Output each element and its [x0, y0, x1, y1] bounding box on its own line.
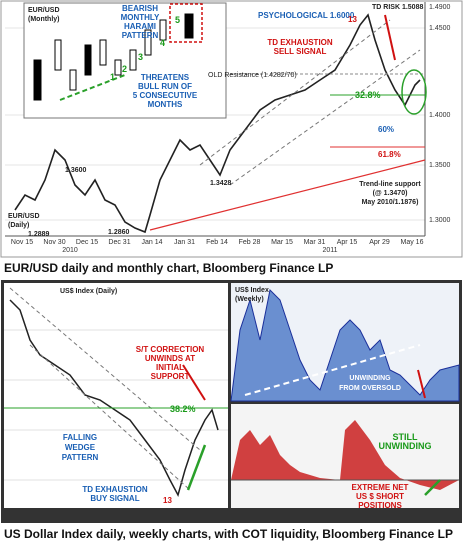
x-tick-label: Dec 15 [76, 239, 98, 246]
caption: EUR/USD daily and monthly chart, Bloombe… [4, 261, 333, 275]
label: 13 [348, 15, 357, 24]
x-tick-label: Jan 14 [141, 239, 162, 246]
count: 3 [138, 52, 143, 62]
arrow [424, 479, 441, 496]
x-tick-label: Mar 15 [271, 239, 293, 246]
arrow [182, 364, 206, 401]
price-path [9, 299, 219, 498]
year-label: 2011 [322, 247, 337, 254]
arrow [417, 369, 426, 399]
label: TD EXHAUSTION BUY SIGNAL [82, 485, 148, 503]
x-tick-label: Apr 15 [337, 239, 358, 246]
x-tick-label: Apr 29 [369, 239, 390, 246]
wedge [29, 344, 191, 491]
y-tick-label: 1.4000 [429, 112, 451, 119]
label: 1.3600 [65, 167, 87, 174]
label: EUR/USD (Daily) [8, 213, 40, 229]
price-path [14, 13, 421, 234]
label: TD EXHAUSTION SELL SIGNAL [267, 38, 333, 56]
x-tick-label: Jan 31 [174, 239, 195, 246]
count: 1 [110, 72, 115, 82]
x-tick-label: Feb 14 [206, 239, 228, 246]
y-tick-label: 1.4900 [429, 4, 451, 11]
label: 1.3428 [210, 180, 232, 187]
label: US$ Index (Daily) [60, 288, 117, 295]
label: EXTREME NET US $ SHORT POSITIONS [352, 483, 409, 510]
label: US$ Index (Weekly) [235, 287, 269, 303]
x-tick-label: Mar 31 [304, 239, 326, 246]
arrow [59, 74, 126, 101]
label: THREATENS BULL RUN OF 5 CONSECUTIVE MONTHS [133, 73, 198, 109]
channel [199, 19, 391, 166]
harami-box [169, 3, 203, 43]
x-tick-label: May 16 [401, 239, 424, 246]
label: 1.2889 [28, 231, 50, 238]
count: 5 [175, 15, 180, 25]
label: FALLING WEDGE PATTERN [62, 433, 99, 462]
label: EUR/USD (Monthly) [28, 7, 60, 23]
arrow [384, 14, 396, 61]
label: S/T CORRECTION UNWINDS AT INITIAL SUPPORT [136, 345, 205, 381]
y-tick-label: 1.4500 [429, 25, 451, 32]
inset-candles [33, 13, 194, 101]
y-tick-label: 1.3000 [429, 217, 451, 224]
bars [231, 420, 459, 490]
count: 2 [122, 64, 127, 74]
label: BEARISH MONTHLY HARAMI PATTERN [121, 4, 160, 40]
label: STILL UNWINDING [379, 432, 432, 451]
trend-line [244, 344, 421, 396]
grid [4, 329, 228, 481]
label: 61.8% [378, 150, 401, 159]
figure1: EUR/USD (Monthly) BEARISH MONTHLY HARAMI PAT… [0, 0, 463, 275]
label: 38.2% [170, 404, 196, 414]
figure2: US$ Index (Daily) S/T CORRECTION UNWINDS … [1, 280, 462, 541]
count: 4 [160, 38, 165, 48]
label: 60% [378, 125, 394, 134]
label: TD RISK 1.5088 [372, 4, 423, 11]
y-tick-label: 1.3500 [429, 162, 451, 169]
label: PSYCHOLOGICAL 1.6000 [258, 11, 355, 20]
label: Trend-line support (@ 1.3470) May 2010/1.1… [359, 181, 421, 206]
label: OLD Resistance (1.4282/70) [208, 72, 297, 79]
label: 1.2860 [108, 229, 130, 236]
x-tick-label: Dec 31 [108, 239, 130, 246]
daily-chart [4, 283, 228, 508]
label: 32.8% [355, 90, 381, 100]
trend-line [149, 159, 426, 231]
highlight [401, 69, 427, 115]
area [230, 288, 460, 402]
arrow [186, 444, 207, 491]
year-label: 2010 [62, 247, 78, 254]
label: UNWINDING FROM OVERSOLD [339, 375, 401, 392]
label: 13 [163, 496, 172, 505]
x-tick-label: Nov 15 [11, 239, 33, 246]
channel [229, 49, 421, 186]
x-tick-label: Feb 28 [239, 239, 261, 246]
x-tick-label: Nov 30 [43, 239, 65, 246]
caption: US Dollar Index daily, weekly charts, wi… [4, 527, 453, 541]
